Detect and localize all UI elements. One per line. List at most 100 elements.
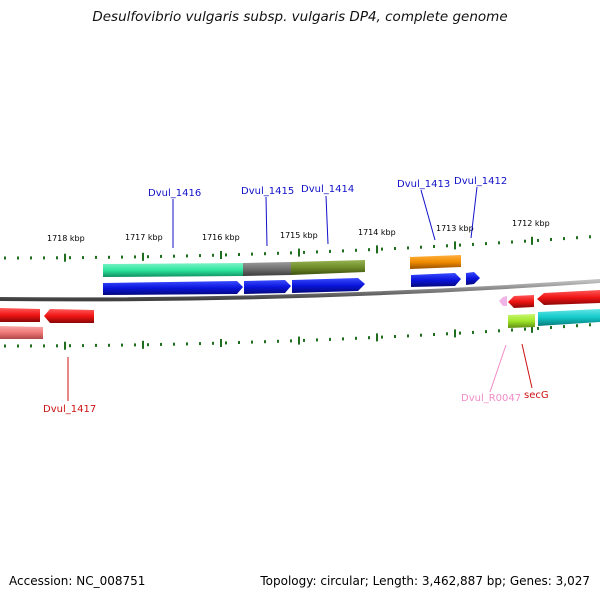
gene-label-dvul-1415[interactable]: Dvul_1415 <box>241 186 294 197</box>
minor-tick <box>186 254 188 258</box>
minor-tick <box>498 329 500 333</box>
scale-label-1713kbp: 1713 kbp <box>436 224 474 233</box>
minor-tick <box>121 255 123 259</box>
feature-orange-block[interactable] <box>410 255 461 269</box>
gene-label-dvul-1413[interactable]: Dvul_1413 <box>397 179 450 190</box>
minor-tick <box>238 341 240 344</box>
major-tick <box>220 339 222 347</box>
minor-tick <box>303 338 305 342</box>
minor-tick <box>472 330 474 334</box>
minor-tick <box>225 341 227 345</box>
minor-tick <box>199 254 201 258</box>
gene-arrow-dvul-1415[interactable] <box>244 280 291 294</box>
minor-tick <box>433 333 435 336</box>
major-tick <box>454 329 456 338</box>
gene-label-dvul-1414[interactable]: Dvul_1414 <box>301 184 354 195</box>
minor-tick <box>524 239 526 243</box>
gene-label-dvul-1412[interactable]: Dvul_1412 <box>454 176 507 187</box>
minor-tick <box>524 327 526 331</box>
gene-arrow-dvul-1414[interactable] <box>292 278 365 293</box>
minor-tick <box>4 344 6 348</box>
minor-tick <box>381 247 383 251</box>
minor-tick <box>537 326 539 330</box>
gene-arrow-dvul-1413[interactable] <box>411 273 461 287</box>
label-leader-lines <box>67 186 533 401</box>
minor-tick <box>134 343 136 347</box>
feature-lime-block[interactable] <box>508 314 535 328</box>
leader-dvul-1412 <box>470 186 478 239</box>
minor-tick <box>355 336 357 340</box>
gene-arrow-dvul-1412[interactable] <box>466 272 480 285</box>
minor-tick <box>251 252 253 256</box>
minor-tick <box>212 341 214 345</box>
minor-tick <box>30 344 32 348</box>
minor-tick <box>82 256 84 260</box>
gene-label-dvul-r0047[interactable]: Dvul_R0047 <box>461 393 521 404</box>
minor-tick <box>368 248 370 252</box>
gene-arrow-dvul-1417[interactable] <box>44 309 94 323</box>
minor-tick <box>433 245 435 248</box>
minor-tick <box>173 254 175 258</box>
minor-tick <box>485 330 487 334</box>
minor-tick <box>420 245 422 249</box>
minor-tick <box>290 339 292 343</box>
minor-tick <box>381 335 383 339</box>
feature-teal-block[interactable] <box>103 263 243 277</box>
minor-tick <box>550 326 552 329</box>
minor-tick <box>121 343 123 347</box>
leader-dvul-1413 <box>420 189 436 241</box>
minor-tick <box>576 324 578 328</box>
scale-label-1712kbp: 1712 kbp <box>512 219 550 228</box>
feature-grey-block[interactable] <box>243 262 291 276</box>
minor-tick <box>30 256 32 260</box>
minor-tick <box>264 252 266 256</box>
minor-tick <box>498 241 500 245</box>
minor-tick <box>277 339 279 343</box>
gene-arrow-right-red-2[interactable] <box>537 290 600 305</box>
minor-tick <box>290 251 292 255</box>
minor-tick <box>511 328 513 332</box>
feature-olive-block[interactable] <box>291 260 365 275</box>
minor-tick <box>160 342 162 346</box>
minor-tick <box>134 255 136 259</box>
minor-tick <box>355 248 357 252</box>
minor-tick <box>446 244 448 248</box>
minor-tick <box>108 255 110 259</box>
rna-arrow-dvul-r0047[interactable] <box>499 296 507 306</box>
feature-light-red-block[interactable] <box>0 326 43 339</box>
minor-tick <box>550 238 552 241</box>
gene-arrow-dvul-1416[interactable] <box>103 281 243 295</box>
gene-label-dvul-1416[interactable]: Dvul_1416 <box>148 188 201 199</box>
feature-cyan-block[interactable] <box>538 309 600 326</box>
minor-tick <box>225 253 227 257</box>
scale-label-1714kbp: 1714 kbp <box>358 228 396 237</box>
major-tick <box>142 252 144 261</box>
leader-secg <box>521 343 533 389</box>
forward-strand-genes <box>103 272 480 295</box>
minor-tick <box>329 337 331 341</box>
minor-tick <box>329 249 331 253</box>
gene-arrow-left-red-1[interactable] <box>0 308 40 322</box>
minor-tick <box>303 250 305 254</box>
minor-tick <box>173 342 175 346</box>
minor-tick <box>277 251 279 255</box>
minor-tick <box>17 344 19 348</box>
minor-tick <box>589 323 591 327</box>
minor-tick <box>264 340 266 344</box>
minor-tick <box>394 247 396 250</box>
genome-backbone <box>0 279 600 302</box>
minor-tick <box>212 253 214 257</box>
leader-dvul-1415 <box>265 196 268 247</box>
gene-arrow-secg[interactable] <box>508 295 534 308</box>
minor-tick <box>420 333 422 337</box>
minor-tick <box>56 344 58 348</box>
minor-tick <box>407 334 409 338</box>
gene-label-dvul-1417[interactable]: Dvul_1417 <box>43 404 96 415</box>
major-tick <box>64 253 66 262</box>
gene-label-secg[interactable]: secG <box>524 390 549 401</box>
minor-tick <box>160 254 162 258</box>
major-tick <box>64 341 66 350</box>
minor-tick <box>563 237 565 241</box>
minor-tick <box>342 249 344 253</box>
